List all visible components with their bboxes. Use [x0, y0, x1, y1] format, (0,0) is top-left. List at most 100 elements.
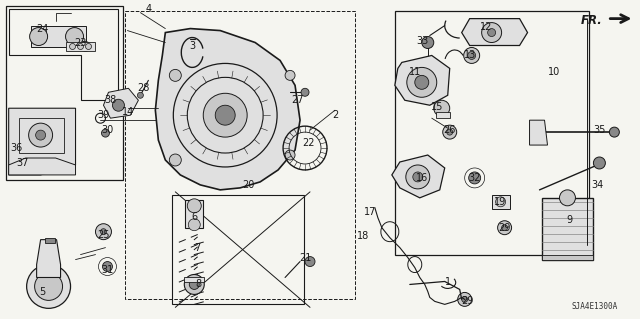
- Circle shape: [29, 123, 52, 147]
- Text: 13: 13: [463, 50, 476, 61]
- Text: 36: 36: [10, 143, 23, 153]
- Circle shape: [468, 172, 481, 184]
- Text: 22: 22: [302, 138, 314, 148]
- Text: 21: 21: [299, 253, 311, 263]
- Circle shape: [95, 224, 111, 240]
- Circle shape: [413, 172, 423, 182]
- Text: 29: 29: [461, 296, 474, 306]
- Bar: [125, 11, 355, 300]
- Circle shape: [113, 99, 124, 111]
- Circle shape: [593, 157, 605, 169]
- Circle shape: [422, 37, 434, 48]
- Text: 30: 30: [101, 125, 113, 135]
- Circle shape: [559, 190, 575, 206]
- Text: 37: 37: [17, 158, 29, 168]
- Circle shape: [488, 29, 495, 37]
- Text: 15: 15: [431, 102, 443, 112]
- Bar: [184, 278, 204, 282]
- Circle shape: [29, 27, 47, 46]
- Bar: [186, 200, 204, 228]
- Text: 29: 29: [499, 223, 511, 233]
- Text: 34: 34: [591, 180, 604, 190]
- Text: FR.: FR.: [580, 14, 602, 27]
- Circle shape: [215, 105, 235, 125]
- Text: 14: 14: [122, 107, 134, 117]
- Polygon shape: [104, 88, 138, 118]
- Circle shape: [407, 67, 436, 97]
- Text: 25: 25: [97, 230, 109, 240]
- Circle shape: [77, 43, 83, 49]
- Text: 8: 8: [195, 279, 202, 289]
- Bar: [172, 195, 304, 304]
- Polygon shape: [529, 120, 547, 145]
- Bar: [6, 6, 124, 180]
- Text: 19: 19: [493, 197, 506, 207]
- Circle shape: [138, 92, 143, 98]
- Text: 11: 11: [409, 67, 421, 78]
- Text: 6: 6: [191, 212, 197, 222]
- Circle shape: [495, 197, 506, 207]
- Circle shape: [285, 150, 295, 160]
- Circle shape: [102, 129, 109, 137]
- Bar: [436, 112, 450, 118]
- Text: 1: 1: [445, 278, 451, 287]
- Circle shape: [305, 256, 315, 267]
- Text: 39: 39: [97, 110, 109, 120]
- Circle shape: [406, 165, 430, 189]
- Circle shape: [188, 219, 200, 231]
- Text: 17: 17: [364, 207, 376, 217]
- Text: 20: 20: [242, 180, 254, 190]
- Circle shape: [189, 279, 199, 289]
- Text: 3: 3: [189, 41, 195, 51]
- Circle shape: [609, 127, 620, 137]
- Bar: [65, 41, 95, 51]
- Text: SJA4E1300A: SJA4E1300A: [572, 302, 618, 311]
- Polygon shape: [392, 155, 445, 198]
- Text: 9: 9: [566, 215, 573, 225]
- Polygon shape: [395, 56, 450, 105]
- Circle shape: [35, 272, 63, 300]
- Circle shape: [285, 70, 295, 80]
- Circle shape: [170, 154, 181, 166]
- Circle shape: [188, 199, 201, 213]
- Circle shape: [204, 93, 247, 137]
- Bar: [541, 198, 593, 260]
- Text: 16: 16: [415, 173, 428, 183]
- Circle shape: [170, 70, 181, 81]
- Polygon shape: [156, 29, 300, 190]
- Text: 31: 31: [101, 264, 113, 275]
- Circle shape: [482, 23, 502, 42]
- Bar: [45, 238, 54, 243]
- Circle shape: [461, 296, 468, 302]
- Text: 32: 32: [468, 173, 481, 183]
- Circle shape: [464, 48, 479, 63]
- Text: 10: 10: [548, 67, 561, 78]
- Text: 5: 5: [40, 287, 45, 297]
- Circle shape: [502, 225, 508, 231]
- Text: 38: 38: [104, 95, 116, 105]
- Text: 28: 28: [137, 83, 150, 93]
- Text: 18: 18: [356, 231, 369, 241]
- Polygon shape: [36, 240, 61, 278]
- Circle shape: [301, 88, 309, 96]
- Circle shape: [102, 262, 113, 271]
- Text: 7: 7: [194, 243, 200, 253]
- Text: 4: 4: [145, 4, 152, 14]
- Text: 35: 35: [593, 125, 605, 135]
- Circle shape: [468, 51, 476, 59]
- Circle shape: [65, 27, 83, 46]
- Bar: [541, 255, 593, 260]
- Circle shape: [443, 125, 457, 139]
- Text: 23: 23: [74, 38, 86, 48]
- Text: 33: 33: [417, 35, 429, 46]
- Polygon shape: [9, 108, 76, 175]
- Circle shape: [36, 130, 45, 140]
- Bar: [31, 26, 86, 48]
- Circle shape: [458, 293, 472, 306]
- Bar: [19, 118, 63, 153]
- Circle shape: [434, 100, 450, 116]
- Text: 2: 2: [332, 110, 338, 120]
- Text: 27: 27: [291, 95, 303, 105]
- Text: 26: 26: [444, 125, 456, 135]
- Circle shape: [70, 43, 76, 49]
